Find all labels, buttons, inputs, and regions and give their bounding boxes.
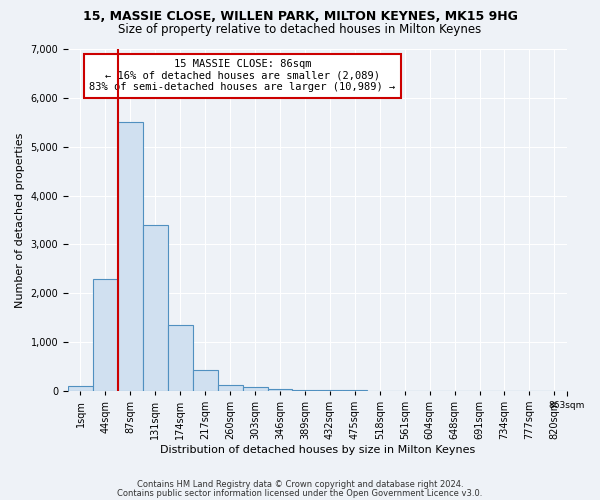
Bar xyxy=(118,122,143,391)
Text: Contains HM Land Registry data © Crown copyright and database right 2024.: Contains HM Land Registry data © Crown c… xyxy=(137,480,463,489)
X-axis label: Distribution of detached houses by size in Milton Keynes: Distribution of detached houses by size … xyxy=(160,445,475,455)
Bar xyxy=(218,384,242,391)
Bar xyxy=(68,386,93,391)
Bar xyxy=(193,370,218,391)
Bar xyxy=(93,278,118,391)
Bar xyxy=(242,388,268,391)
Text: Size of property relative to detached houses in Milton Keynes: Size of property relative to detached ho… xyxy=(118,22,482,36)
Y-axis label: Number of detached properties: Number of detached properties xyxy=(15,132,25,308)
Bar xyxy=(168,325,193,391)
Text: Contains public sector information licensed under the Open Government Licence v3: Contains public sector information licen… xyxy=(118,489,482,498)
Text: 15, MASSIE CLOSE, WILLEN PARK, MILTON KEYNES, MK15 9HG: 15, MASSIE CLOSE, WILLEN PARK, MILTON KE… xyxy=(83,10,517,23)
Bar xyxy=(143,225,168,391)
Text: 15 MASSIE CLOSE: 86sqm
← 16% of detached houses are smaller (2,089)
83% of semi-: 15 MASSIE CLOSE: 86sqm ← 16% of detached… xyxy=(89,60,396,92)
Bar xyxy=(268,389,292,391)
Bar xyxy=(292,390,317,391)
Bar xyxy=(317,390,343,391)
